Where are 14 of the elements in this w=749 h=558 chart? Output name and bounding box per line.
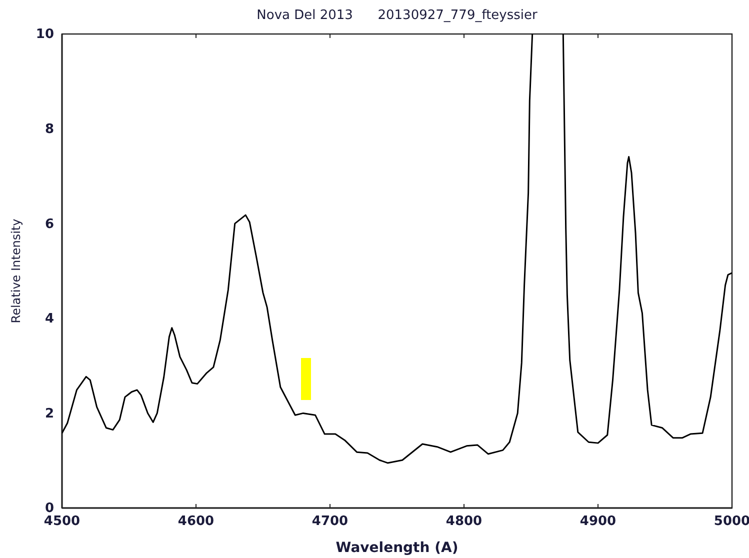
x-tick-label: 4500 bbox=[44, 514, 80, 530]
y-tick-label: 8 bbox=[44, 122, 54, 137]
x-tick-label: 4700 bbox=[312, 514, 348, 530]
chart-title: Nova Del 2013 20130927_779_fteyssier bbox=[256, 8, 538, 23]
y-axis-title: Relative Intensity bbox=[9, 218, 23, 324]
y-tick-label: 6 bbox=[44, 216, 54, 232]
y-tick-label: 2 bbox=[44, 406, 54, 422]
x-tick-label: 4800 bbox=[446, 514, 482, 530]
x-tick-label: 4600 bbox=[178, 514, 214, 530]
x-tick-label: 4900 bbox=[580, 514, 616, 530]
x-axis-title: Wavelength (A) bbox=[336, 540, 458, 556]
y-tick-label: 4 bbox=[44, 312, 54, 327]
y-tick-label: 10 bbox=[36, 27, 54, 42]
y-tick-label: 0 bbox=[44, 501, 54, 516]
